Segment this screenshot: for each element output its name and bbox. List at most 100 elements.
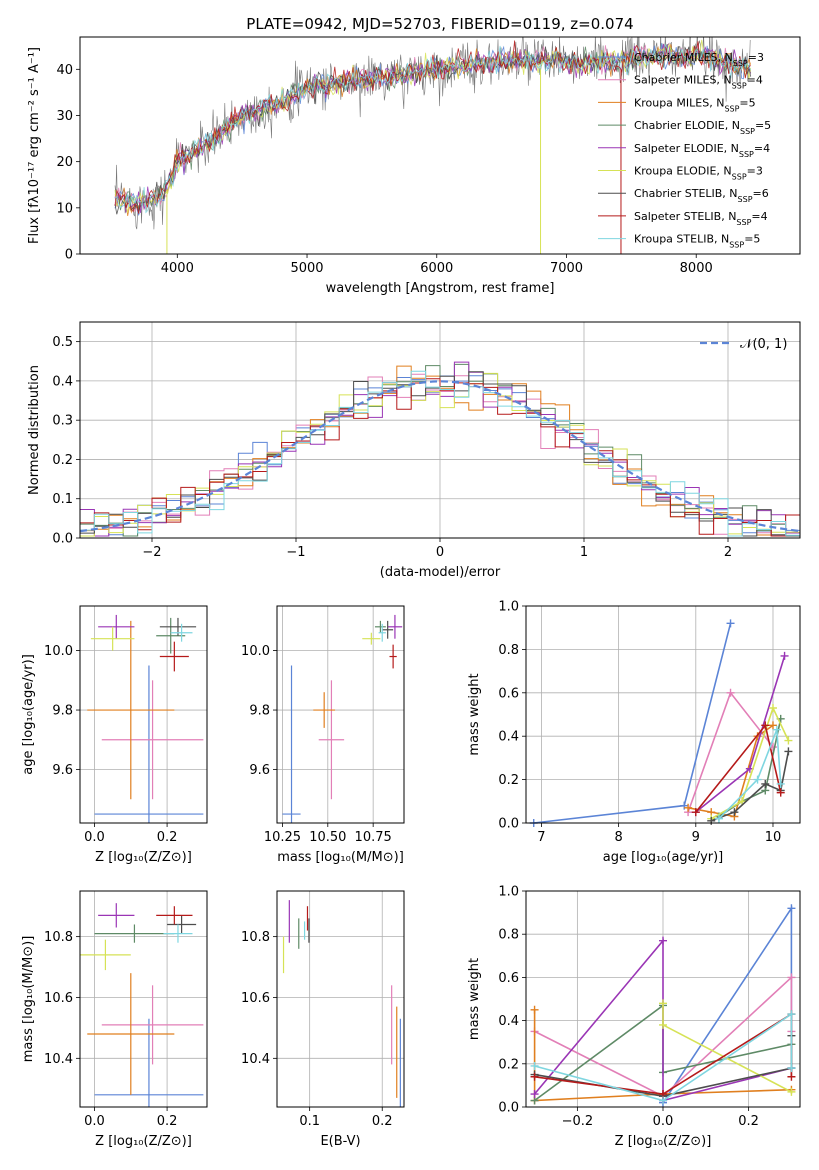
legend-label: Salpeter ELODIE, NSSP=4 <box>634 142 770 159</box>
legend-label: Salpeter STELIB, NSSP=4 <box>634 210 768 227</box>
y-tick-label: 0.8 <box>498 928 519 943</box>
y-tick-label: 10.8 <box>44 930 73 945</box>
normal-curve <box>80 380 800 533</box>
histogram-series <box>80 378 800 538</box>
weight-series-line <box>534 1012 793 1102</box>
weight-marker <box>761 779 770 788</box>
y-axis-label: Flux [fλ10⁻¹⁷ erg cm⁻² s⁻¹ A⁻¹] <box>27 47 42 244</box>
x-tick-label: 10.25 <box>264 830 301 845</box>
legend-label: Kroupa STELIB, NSSP=5 <box>634 233 760 250</box>
weight-marker <box>530 1090 539 1099</box>
y-tick-label: 0.3 <box>52 414 73 429</box>
x-axis-label: Z [log₁₀(Z/Z⊙)] <box>95 1134 192 1149</box>
weight-marker <box>761 721 770 730</box>
histogram-series <box>80 370 800 538</box>
y-axis-label: age [log₁₀(age/yr)] <box>21 654 36 775</box>
legend-label: Chabrier MILES, NSSP=3 <box>634 51 764 68</box>
errorbar-group <box>87 614 204 823</box>
y-tick-label: 9.6 <box>52 763 73 778</box>
weight-marker <box>787 1087 796 1096</box>
errorbar-group <box>282 614 403 823</box>
y-tick-label: 0.4 <box>498 1014 519 1029</box>
axes-frame <box>525 890 801 1108</box>
weight-series-line <box>695 655 786 813</box>
y-tick-label: 0.8 <box>498 643 519 658</box>
x-tick-label: −0.2 <box>562 1114 594 1129</box>
weight-series-line <box>718 729 782 820</box>
x-tick-label: 2 <box>724 545 732 560</box>
y-tick-label: 0.0 <box>52 532 73 547</box>
y-tick-label: 40 <box>56 63 73 78</box>
y-tick-label: 0.2 <box>498 773 519 788</box>
y-axis-label: Normed distribution <box>27 365 42 495</box>
y-tick-label: 0.2 <box>52 453 73 468</box>
x-tick-label: 0.2 <box>157 1114 178 1129</box>
weight-marker <box>659 1020 667 1029</box>
y-axis-label: mass weight <box>467 673 482 755</box>
weight-marker <box>659 1096 667 1105</box>
axes-frame <box>276 605 405 824</box>
y-tick-label: 10.0 <box>44 644 73 659</box>
y-tick-label: 0.0 <box>498 1101 519 1116</box>
weight-marker <box>659 936 667 945</box>
legend-label: 𝒩(0, 1) <box>740 337 787 352</box>
errorbar-group <box>80 903 204 1107</box>
weight-marker <box>530 1005 539 1014</box>
y-tick-label: 10.6 <box>241 991 270 1006</box>
legend-label: Chabrier STELIB, NSSP=6 <box>634 187 769 204</box>
x-axis-label: wavelength [Angstrom, rest frame] <box>326 281 555 296</box>
y-tick-label: 10.4 <box>241 1052 270 1067</box>
y-tick-label: 0.2 <box>498 1057 519 1072</box>
y-tick-label: 0 <box>65 248 73 263</box>
x-tick-label: 9 <box>692 830 700 845</box>
x-tick-label: 0.0 <box>653 1114 674 1129</box>
y-axis-label: mass [log₁₀(M/M⊙)] <box>21 936 36 1063</box>
weight-marker <box>714 814 723 823</box>
weight-marker <box>784 747 793 756</box>
errorbar-group <box>282 900 401 1107</box>
y-tick-label: 0.0 <box>498 817 519 832</box>
weight-marker <box>768 703 777 712</box>
x-tick-label: 0.2 <box>738 1114 759 1129</box>
axes-frame <box>79 605 208 824</box>
weight-marker <box>530 1061 539 1070</box>
weight-marker <box>726 688 735 697</box>
histogram-group <box>80 361 800 538</box>
x-tick-label: 0.2 <box>372 1114 393 1129</box>
weight-marker <box>726 619 735 628</box>
y-tick-label: 0.5 <box>52 335 73 350</box>
y-tick-label: 10.4 <box>44 1052 73 1067</box>
weight-marker <box>780 651 789 660</box>
x-tick-label: 10 <box>765 830 782 845</box>
x-tick-label: 0.0 <box>84 830 105 845</box>
spectrum-lines <box>114 37 752 254</box>
weight-marker <box>787 1064 796 1073</box>
y-tick-label: 20 <box>56 155 73 170</box>
weight-marker <box>787 973 796 982</box>
x-tick-label: 1 <box>580 545 588 560</box>
y-tick-label: 1.0 <box>498 885 519 900</box>
weight-series-line <box>533 1009 792 1102</box>
axes-frame <box>525 605 801 824</box>
x-tick-label: −1 <box>286 545 305 560</box>
x-axis-label: E(B-V) <box>320 1134 360 1149</box>
x-axis-label: Z [log₁₀(Z/Z⊙)] <box>95 850 192 865</box>
weight-series-line <box>533 623 732 824</box>
legend-label: Kroupa ELODIE, NSSP=3 <box>634 165 763 182</box>
y-tick-label: 9.8 <box>249 704 270 719</box>
weight-marker <box>772 725 781 734</box>
legend-label: Chabrier ELODIE, NSSP=5 <box>634 119 771 136</box>
x-tick-label: 6000 <box>420 261 453 276</box>
weight-marker <box>738 797 747 806</box>
weight-series-line <box>534 975 793 1098</box>
x-tick-label: 5000 <box>290 261 323 276</box>
weight-marker <box>684 803 693 812</box>
weight-marker <box>659 999 667 1008</box>
x-tick-label: −2 <box>142 545 161 560</box>
x-axis-label: (data-model)/error <box>380 565 501 580</box>
x-tick-label: 8000 <box>680 261 713 276</box>
y-tick-label: 10 <box>56 201 73 216</box>
y-tick-label: 10.8 <box>241 930 270 945</box>
x-tick-label: 0.1 <box>299 1114 320 1129</box>
